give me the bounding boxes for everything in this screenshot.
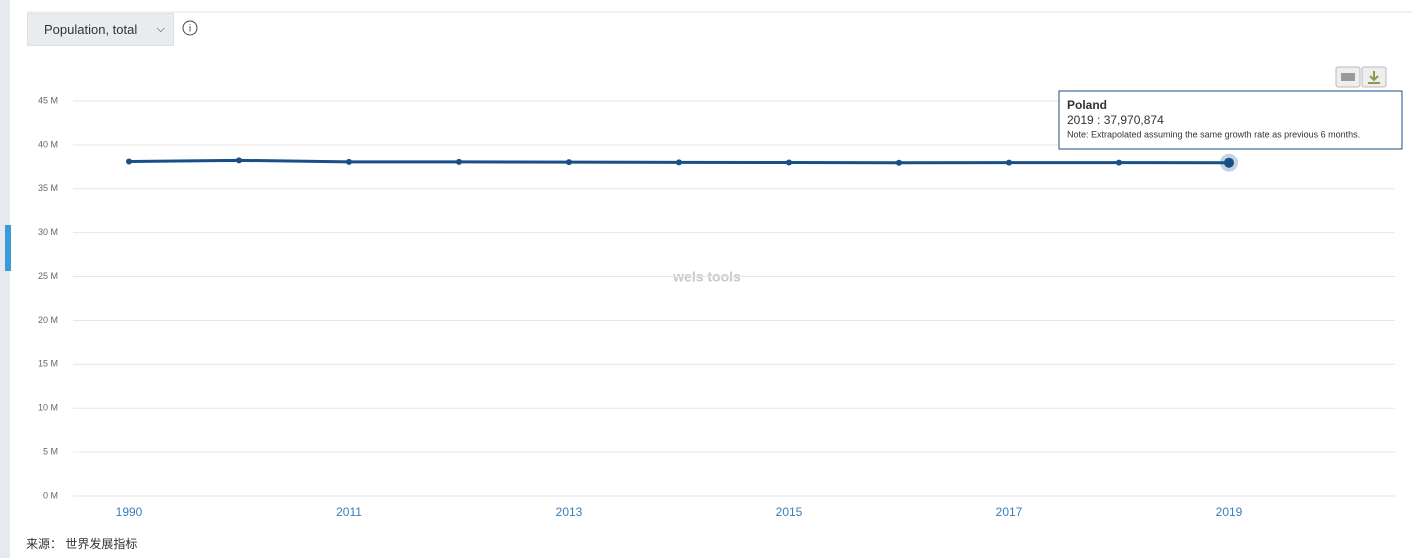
tooltip-box	[1058, 90, 1403, 150]
info-i: i	[189, 24, 191, 35]
y-tick-label: 0 M	[43, 490, 58, 500]
tooltip-value: 2019 : 37,970,874	[1067, 113, 1164, 127]
point	[676, 159, 682, 166]
y-tick-label: 30 M	[38, 227, 58, 237]
y-tick-label: 20 M	[38, 315, 58, 325]
indicator-select[interactable]: Population, total ⌵	[27, 13, 174, 46]
y-tick-label: 25 M	[38, 271, 58, 281]
select-label: Population, total	[44, 22, 138, 37]
point	[126, 158, 132, 165]
point	[566, 159, 572, 166]
x-tick-label: 2017	[996, 505, 1023, 519]
side-tab[interactable]	[5, 225, 11, 271]
y-tick-label: 15 M	[38, 359, 58, 369]
x-tick-label: 2011	[336, 505, 362, 519]
side-bar	[0, 0, 10, 558]
point	[1224, 157, 1234, 168]
point	[236, 157, 242, 164]
x-tick-label: 2013	[556, 505, 583, 519]
tooltip-title: Poland	[1067, 98, 1107, 112]
x-tick-label: 2019	[1216, 505, 1243, 519]
point	[786, 159, 792, 166]
x-tick-label: 1990	[116, 505, 143, 519]
tooltip: Poland 2019 : 37,970,874 Note: Extrapola…	[1058, 90, 1403, 150]
y-tick-label: 35 M	[38, 183, 58, 193]
y-tick-label: 10 M	[38, 403, 58, 413]
y-tick-label: 5 M	[43, 446, 58, 456]
point	[346, 158, 352, 165]
point	[1006, 159, 1012, 166]
download-icon	[1368, 71, 1380, 84]
point	[456, 158, 462, 165]
point	[896, 159, 902, 166]
source: 来源： 世界发展指标	[26, 537, 138, 551]
tooltip-note: Note: Extrapolated assuming the same gro…	[1067, 129, 1360, 139]
x-tick-label: 2015	[776, 505, 803, 519]
y-tick-label: 45 M	[38, 95, 58, 105]
point	[1116, 159, 1122, 166]
info-icon[interactable]	[182, 20, 198, 36]
select-arrow: ⌵	[156, 23, 165, 35]
y-tick-label: 40 M	[38, 139, 58, 149]
print-icon	[1341, 73, 1355, 81]
